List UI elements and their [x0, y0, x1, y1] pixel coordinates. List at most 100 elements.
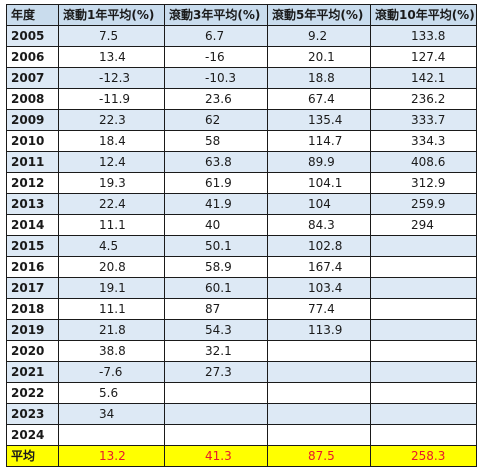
rolling-1y-cell: 4.5: [58, 235, 165, 257]
rolling-10y-cell: [370, 403, 477, 425]
rolling-3y-cell: [164, 424, 268, 446]
year-cell: 2014: [6, 214, 59, 236]
rolling-3y-cell: 40: [164, 214, 268, 236]
rolling-1y-cell: 18.4: [58, 130, 165, 152]
table-row: 2015 4.5 50.1 102.8: [6, 235, 477, 257]
rolling-1y-cell: 38.8: [58, 340, 165, 362]
rolling-10y-cell: 334.3: [370, 130, 477, 152]
rolling-10y-cell: 312.9: [370, 172, 477, 194]
table-row: 2011 12.4 63.8 89.9 408.6: [6, 151, 477, 173]
rolling-5y-cell: 135.4: [267, 109, 371, 131]
rolling-5y-cell: 9.2: [267, 25, 371, 47]
table-row: 2008 -11.9 23.6 67.4 236.2: [6, 88, 477, 110]
average-rolling-1y: 13.2: [58, 445, 165, 467]
table-row: 2010 18.4 58 114.7 334.3: [6, 130, 477, 152]
rolling-5y-cell: 20.1: [267, 46, 371, 68]
rolling-1y-cell: [58, 424, 165, 446]
rolling-10y-cell: [370, 382, 477, 404]
year-cell: 2011: [6, 151, 59, 173]
rolling-5y-cell: 104: [267, 193, 371, 215]
rolling-10y-cell: 294: [370, 214, 477, 236]
rolling-1y-cell: 11.1: [58, 298, 165, 320]
header-rolling-1y: 滾動1年平均(%): [58, 4, 165, 26]
year-cell: 2016: [6, 256, 59, 278]
header-rolling-10y: 滾動10年平均(%): [370, 4, 477, 26]
rolling-3y-cell: 62: [164, 109, 268, 131]
rolling-10y-cell: 127.4: [370, 46, 477, 68]
rolling-3y-cell: 58: [164, 130, 268, 152]
rolling-10y-cell: [370, 256, 477, 278]
rolling-3y-cell: -16: [164, 46, 268, 68]
rolling-5y-cell: [267, 340, 371, 362]
rolling-3y-cell: 60.1: [164, 277, 268, 299]
average-rolling-5y: 87.5: [267, 445, 371, 467]
table-row: 2024: [6, 424, 477, 446]
rolling-5y-cell: 77.4: [267, 298, 371, 320]
rolling-10y-cell: 259.9: [370, 193, 477, 215]
rolling-1y-cell: 19.3: [58, 172, 165, 194]
rolling-1y-cell: 21.8: [58, 319, 165, 341]
rolling-10y-cell: 408.6: [370, 151, 477, 173]
rolling-5y-cell: [267, 403, 371, 425]
year-cell: 2013: [6, 193, 59, 215]
header-year: 年度: [6, 4, 59, 26]
rolling-5y-cell: [267, 382, 371, 404]
rolling-10y-cell: 236.2: [370, 88, 477, 110]
year-cell: 2005: [6, 25, 59, 47]
rolling-1y-cell: 13.4: [58, 46, 165, 68]
rolling-3y-cell: [164, 403, 268, 425]
rolling-1y-cell: 20.8: [58, 256, 165, 278]
year-cell: 2015: [6, 235, 59, 257]
year-cell: 2017: [6, 277, 59, 299]
table-row: 2005 7.5 6.7 9.2 133.8: [6, 25, 477, 47]
rolling-1y-cell: 34: [58, 403, 165, 425]
rolling-3y-cell: 50.1: [164, 235, 268, 257]
rolling-3y-cell: -10.3: [164, 67, 268, 89]
rolling-1y-cell: 22.3: [58, 109, 165, 131]
year-cell: 2006: [6, 46, 59, 68]
table-row: 2018 11.1 87 77.4: [6, 298, 477, 320]
rolling-return-table: 年度 滾動1年平均(%) 滾動3年平均(%) 滾動5年平均(%) 滾動10年平均…: [6, 4, 477, 467]
rolling-10y-cell: [370, 319, 477, 341]
rolling-3y-cell: 6.7: [164, 25, 268, 47]
rolling-3y-cell: 23.6: [164, 88, 268, 110]
table-row: 2012 19.3 61.9 104.1 312.9: [6, 172, 477, 194]
rolling-5y-cell: 104.1: [267, 172, 371, 194]
table-row: 2023 34: [6, 403, 477, 425]
rolling-1y-cell: 11.1: [58, 214, 165, 236]
table-row: 2009 22.3 62 135.4 333.7: [6, 109, 477, 131]
rolling-10y-cell: [370, 298, 477, 320]
rolling-3y-cell: 32.1: [164, 340, 268, 362]
rolling-5y-cell: 167.4: [267, 256, 371, 278]
rolling-10y-cell: [370, 424, 477, 446]
rolling-1y-cell: 22.4: [58, 193, 165, 215]
table-row: 2019 21.8 54.3 113.9: [6, 319, 477, 341]
rolling-5y-cell: 84.3: [267, 214, 371, 236]
rolling-3y-cell: [164, 382, 268, 404]
rolling-3y-cell: 63.8: [164, 151, 268, 173]
rolling-10y-cell: [370, 277, 477, 299]
table-row: 2022 5.6: [6, 382, 477, 404]
rolling-10y-cell: [370, 235, 477, 257]
average-rolling-3y: 41.3: [164, 445, 268, 467]
rolling-10y-cell: [370, 340, 477, 362]
rolling-10y-cell: 133.8: [370, 25, 477, 47]
average-rolling-10y: 258.3: [370, 445, 477, 467]
rolling-5y-cell: [267, 361, 371, 383]
table-row: 2017 19.1 60.1 103.4: [6, 277, 477, 299]
rolling-1y-cell: -7.6: [58, 361, 165, 383]
rolling-10y-cell: 333.7: [370, 109, 477, 131]
year-cell: 2007: [6, 67, 59, 89]
year-cell: 2021: [6, 361, 59, 383]
table-row: 2016 20.8 58.9 167.4: [6, 256, 477, 278]
rolling-5y-cell: 102.8: [267, 235, 371, 257]
table-body: 2005 7.5 6.7 9.2 133.8 2006 13.4 -16 20.1 127.4 20…: [6, 25, 477, 446]
average-label: 平均: [6, 445, 59, 467]
rolling-3y-cell: 27.3: [164, 361, 268, 383]
year-cell: 2024: [6, 424, 59, 446]
rolling-5y-cell: 113.9: [267, 319, 371, 341]
table-row: 2014 11.1 40 84.3 294: [6, 214, 477, 236]
rolling-1y-cell: -12.3: [58, 67, 165, 89]
rolling-5y-cell: 114.7: [267, 130, 371, 152]
year-cell: 2009: [6, 109, 59, 131]
